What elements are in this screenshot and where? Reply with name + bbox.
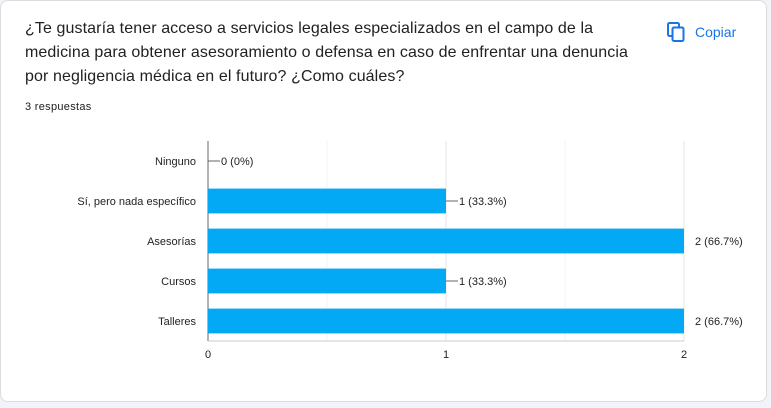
bar — [208, 308, 684, 334]
bar — [208, 268, 446, 294]
category-label: Asesorías — [147, 236, 196, 248]
data-label: 1 (33.3%) — [459, 276, 507, 288]
response-count: 3 respuestas — [25, 101, 92, 113]
x-tick-label: 0 — [205, 349, 211, 361]
x-tick-label: 2 — [681, 349, 687, 361]
category-label: Sí, pero nada específico — [77, 196, 196, 208]
x-tick-label: 1 — [443, 349, 449, 361]
bar — [208, 188, 446, 214]
category-label: Ninguno — [155, 156, 196, 168]
data-label: 0 (0%) — [221, 156, 253, 168]
question-title: ¿Te gustaría tener acceso a servicios le… — [25, 20, 628, 85]
copy-label: Copiar — [695, 24, 737, 40]
category-label: Cursos — [161, 276, 196, 288]
copy-icon — [667, 22, 685, 42]
data-label: 2 (66.7%) — [695, 316, 743, 328]
category-label: Talleres — [158, 316, 196, 328]
bar — [208, 228, 684, 254]
data-label: 1 (33.3%) — [459, 196, 507, 208]
copy-chart-button[interactable]: Copiar — [661, 17, 742, 47]
data-label: 2 (66.7%) — [695, 236, 743, 248]
